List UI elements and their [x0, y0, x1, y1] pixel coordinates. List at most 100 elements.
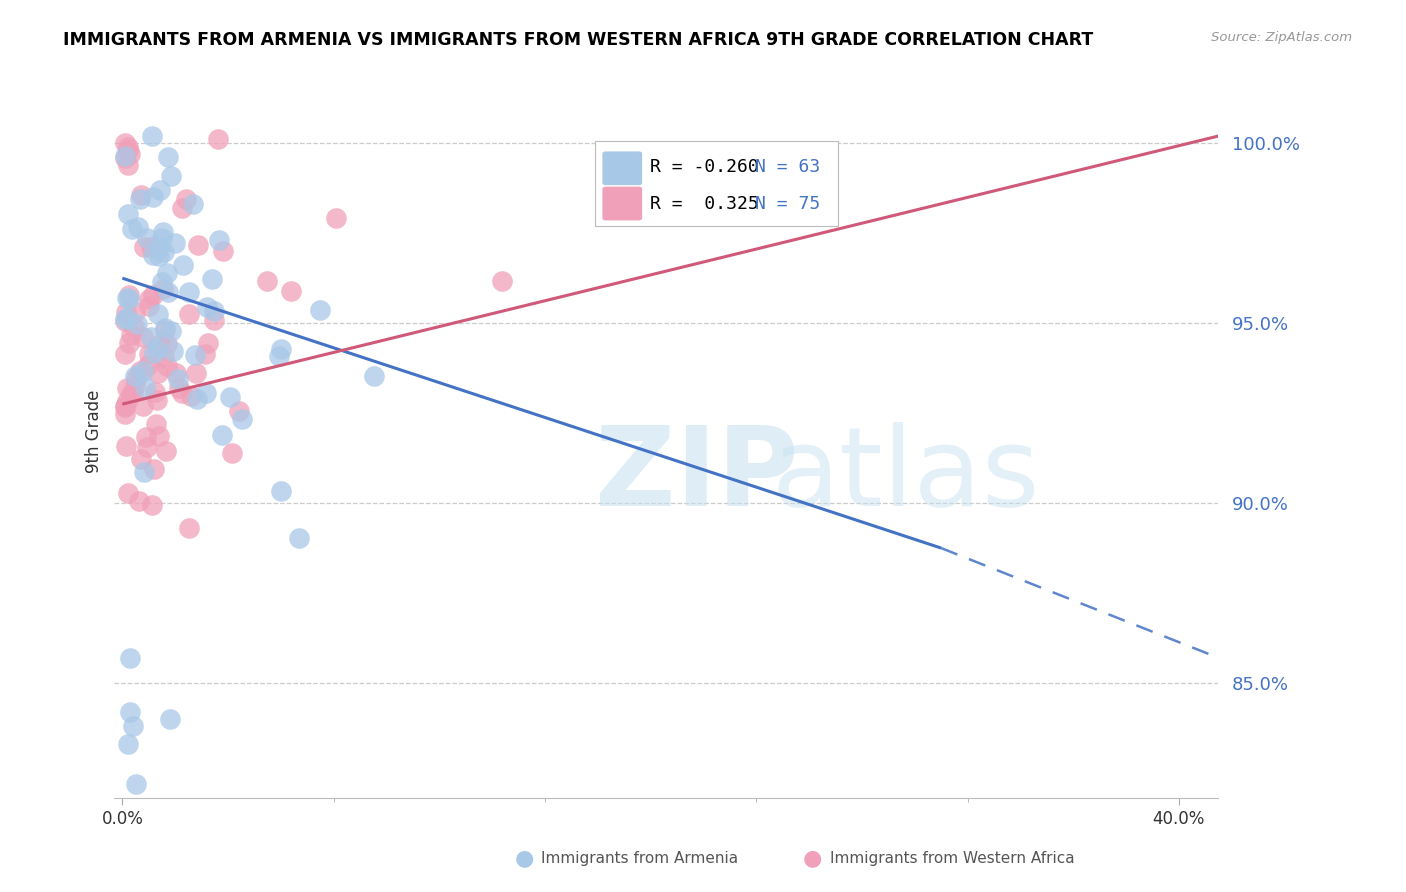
Text: Source: ZipAtlas.com: Source: ZipAtlas.com: [1212, 31, 1353, 45]
Point: [309, 303, 332, 318]
Point: [117, 144, 139, 158]
Point: [127, 220, 149, 235]
Point: [180, 388, 202, 402]
Text: N = 63: N = 63: [755, 158, 820, 176]
Point: [115, 380, 138, 394]
Point: [146, 307, 169, 321]
Point: [148, 241, 170, 255]
Point: [136, 231, 159, 245]
Point: [114, 313, 136, 327]
Point: [136, 440, 159, 454]
Point: [152, 350, 174, 364]
Point: [122, 719, 145, 733]
Point: [115, 394, 138, 409]
Point: [174, 192, 197, 206]
Point: [139, 330, 162, 344]
Point: [139, 240, 162, 254]
Point: [149, 337, 172, 351]
FancyBboxPatch shape: [602, 186, 643, 220]
Point: [134, 380, 156, 394]
Point: [167, 380, 190, 394]
Point: [207, 131, 229, 145]
Point: [143, 461, 166, 475]
Point: [194, 346, 217, 360]
Point: [170, 202, 193, 216]
Point: [124, 369, 146, 384]
Point: [114, 312, 136, 326]
FancyBboxPatch shape: [602, 152, 643, 186]
Text: IMMIGRANTS FROM ARMENIA VS IMMIGRANTS FROM WESTERN AFRICA 9TH GRADE CORRELATION : IMMIGRANTS FROM ARMENIA VS IMMIGRANTS FR…: [63, 31, 1094, 49]
Point: [117, 140, 139, 154]
Point: [152, 225, 174, 239]
Point: [156, 359, 179, 374]
Point: [179, 521, 201, 535]
Point: [156, 337, 179, 351]
Point: [177, 285, 200, 299]
Point: [156, 266, 179, 280]
Point: [114, 439, 136, 453]
Point: [141, 128, 163, 143]
Point: [149, 183, 172, 197]
Point: [157, 150, 180, 164]
Point: [181, 197, 204, 211]
Point: [118, 336, 141, 351]
Point: [167, 372, 190, 386]
Point: [267, 349, 290, 363]
Text: Immigrants from Armenia: Immigrants from Armenia: [541, 851, 738, 865]
Point: [117, 486, 139, 500]
Point: [270, 484, 292, 499]
Text: R = -0.260: R = -0.260: [650, 158, 759, 176]
Point: [114, 347, 136, 361]
Point: [129, 364, 152, 378]
Point: [117, 158, 139, 172]
Point: [129, 188, 152, 202]
Point: [132, 399, 155, 413]
Point: [125, 370, 148, 384]
Point: [124, 377, 146, 392]
Point: [288, 531, 311, 545]
Text: ●: ●: [515, 848, 534, 868]
Point: [162, 343, 184, 358]
Point: [143, 346, 166, 360]
Point: [120, 387, 142, 401]
Point: [187, 237, 209, 252]
Point: [120, 327, 142, 342]
Point: [159, 712, 181, 726]
Point: [142, 189, 165, 203]
Point: [155, 443, 177, 458]
Point: [114, 400, 136, 414]
Point: [121, 222, 143, 236]
Point: [142, 288, 165, 302]
Point: [115, 311, 138, 326]
Point: [228, 404, 250, 418]
FancyBboxPatch shape: [595, 141, 838, 226]
Point: [152, 282, 174, 296]
Point: [122, 385, 145, 400]
Point: [120, 705, 142, 719]
Point: [208, 233, 231, 247]
Point: [184, 348, 207, 362]
Point: [200, 272, 222, 286]
Point: [114, 151, 136, 165]
Point: [124, 304, 146, 318]
Point: [270, 342, 292, 356]
Point: [114, 136, 136, 151]
Point: [138, 299, 160, 313]
Text: atlas: atlas: [772, 422, 1040, 529]
Text: ●: ●: [803, 848, 823, 868]
Point: [211, 428, 233, 442]
Y-axis label: 9th Grade: 9th Grade: [86, 390, 103, 473]
Text: N = 75: N = 75: [755, 194, 820, 212]
Point: [218, 390, 240, 404]
Point: [256, 275, 278, 289]
Point: [153, 321, 176, 335]
Point: [221, 445, 243, 459]
Point: [231, 412, 253, 426]
Point: [325, 211, 347, 226]
Point: [117, 291, 139, 305]
Point: [122, 320, 145, 334]
Point: [114, 408, 136, 422]
Point: [186, 392, 208, 407]
Text: ZIP: ZIP: [595, 422, 799, 529]
Point: [179, 307, 201, 321]
